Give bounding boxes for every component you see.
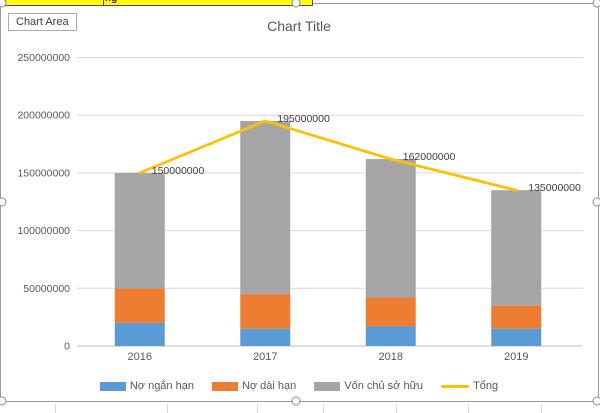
chart-area-tooltip: Chart Area	[8, 13, 77, 31]
legend-label: Tổng	[473, 380, 499, 392]
data-label: 150000000	[152, 165, 205, 177]
cell-border	[55, 404, 56, 413]
x-tick-label: 2018	[379, 351, 403, 363]
y-tick-label: 0	[64, 341, 70, 353]
y-tick-label: 200000000	[17, 110, 70, 122]
bar-segment[interactable]	[114, 172, 165, 289]
bar-segment[interactable]	[491, 328, 542, 346]
selection-handle-middle-left[interactable]	[0, 197, 7, 207]
cell-border	[541, 404, 542, 413]
x-tick-label: 2017	[253, 351, 277, 363]
legend-color-swatch	[314, 381, 341, 391]
bar-segment[interactable]	[491, 190, 542, 306]
selection-handle-bottom-right[interactable]	[592, 396, 600, 406]
cell-border	[323, 404, 324, 413]
spreadsheet-row-bottom[interactable]	[0, 402, 600, 413]
bar-segment[interactable]	[240, 120, 291, 295]
cell-border	[468, 404, 469, 413]
x-tick-label: 2016	[128, 351, 152, 363]
bar-segment[interactable]	[114, 288, 165, 323]
total-line[interactable]	[138, 119, 518, 192]
selection-handle-top-left[interactable]	[0, 0, 7, 8]
y-tick-label: 100000000	[17, 225, 70, 237]
cell-border	[396, 404, 397, 413]
y-tick-label: 150000000	[17, 167, 70, 179]
legend-label: Vốn chủ sở hữu	[344, 380, 424, 392]
data-label: 162000000	[403, 151, 456, 163]
bar-segment[interactable]	[114, 322, 165, 346]
chart-title[interactable]: Chart Title	[267, 18, 331, 34]
chart-legend[interactable]: Nợ ngắn hạn Nợ dài hạn Vốn chủ sở hữu Tổng	[0, 377, 598, 395]
legend-item[interactable]: Tổng	[441, 380, 498, 392]
legend-line-swatch	[441, 384, 470, 388]
cell-border	[103, 0, 104, 5]
legend-item[interactable]: Vốn chủ sở hữu	[314, 380, 423, 392]
legend-item[interactable]: Nợ ngắn hạn	[99, 380, 194, 392]
legend-color-swatch	[211, 381, 238, 391]
bar-segment[interactable]	[240, 294, 291, 329]
selection-handle-middle-right[interactable]	[592, 197, 600, 207]
data-label: 195000000	[277, 113, 330, 125]
legend-color-swatch	[99, 381, 126, 391]
legend-label: Nợ ngắn hạn	[129, 380, 194, 392]
clipped-cell-text: ng	[105, 0, 117, 4]
bar-segment[interactable]	[491, 305, 542, 329]
x-tick-label: 2019	[504, 351, 528, 363]
spreadsheet-row-top[interactable]: ng	[5, 0, 313, 6]
data-label: 135000000	[528, 182, 581, 194]
selection-handle-bottom-center[interactable]	[291, 396, 301, 406]
cell-border	[257, 404, 258, 413]
y-tick-label: 50000000	[23, 283, 70, 295]
bar-segment[interactable]	[240, 328, 291, 346]
legend-label: Nợ dài hạn	[241, 380, 297, 392]
selection-handle-bottom-left[interactable]	[0, 396, 7, 406]
bar-segment[interactable]	[365, 297, 416, 327]
cell-border	[167, 404, 168, 413]
legend-item[interactable]: Nợ dài hạn	[211, 380, 297, 392]
bar-segment[interactable]	[365, 326, 416, 346]
selection-handle-top-right[interactable]	[592, 0, 600, 8]
y-tick-label: 250000000	[17, 52, 70, 64]
bar-segment[interactable]	[365, 159, 416, 298]
selection-handle-top-center[interactable]	[291, 0, 301, 8]
